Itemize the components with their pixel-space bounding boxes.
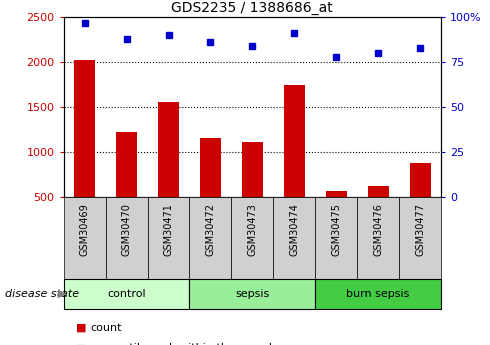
- Text: GSM30472: GSM30472: [205, 203, 216, 256]
- Bar: [147, 197, 190, 279]
- Bar: [315, 197, 357, 279]
- Text: ▶: ▶: [58, 289, 66, 299]
- Bar: [64, 279, 190, 309]
- Text: ■: ■: [76, 344, 86, 345]
- Bar: [273, 197, 315, 279]
- Bar: [190, 279, 315, 309]
- Text: GSM30476: GSM30476: [373, 203, 383, 256]
- Bar: [315, 279, 441, 309]
- Bar: [74, 60, 95, 197]
- Bar: [64, 197, 106, 279]
- Text: GSM30475: GSM30475: [331, 203, 341, 256]
- Bar: [357, 197, 399, 279]
- Text: GSM30469: GSM30469: [80, 203, 90, 256]
- Text: GSM30473: GSM30473: [247, 203, 257, 256]
- Text: count: count: [91, 323, 122, 333]
- Text: percentile rank within the sample: percentile rank within the sample: [91, 344, 278, 345]
- Text: GSM30477: GSM30477: [415, 203, 425, 256]
- Bar: [231, 197, 273, 279]
- Bar: [106, 197, 147, 279]
- Text: burn sepsis: burn sepsis: [346, 289, 410, 299]
- Bar: [200, 138, 221, 197]
- Bar: [158, 101, 179, 197]
- Text: sepsis: sepsis: [235, 289, 270, 299]
- Bar: [284, 85, 305, 197]
- Bar: [399, 197, 441, 279]
- Bar: [410, 164, 431, 197]
- Bar: [190, 197, 231, 279]
- Text: ■: ■: [76, 323, 86, 333]
- Text: disease state: disease state: [5, 289, 79, 299]
- Bar: [116, 132, 137, 197]
- Text: GSM30471: GSM30471: [164, 203, 173, 256]
- Bar: [368, 186, 389, 197]
- Bar: [326, 191, 346, 197]
- Text: GSM30470: GSM30470: [122, 203, 132, 256]
- Bar: [242, 142, 263, 197]
- Text: control: control: [107, 289, 146, 299]
- Text: GSM30474: GSM30474: [289, 203, 299, 256]
- Title: GDS2235 / 1388686_at: GDS2235 / 1388686_at: [172, 1, 333, 15]
